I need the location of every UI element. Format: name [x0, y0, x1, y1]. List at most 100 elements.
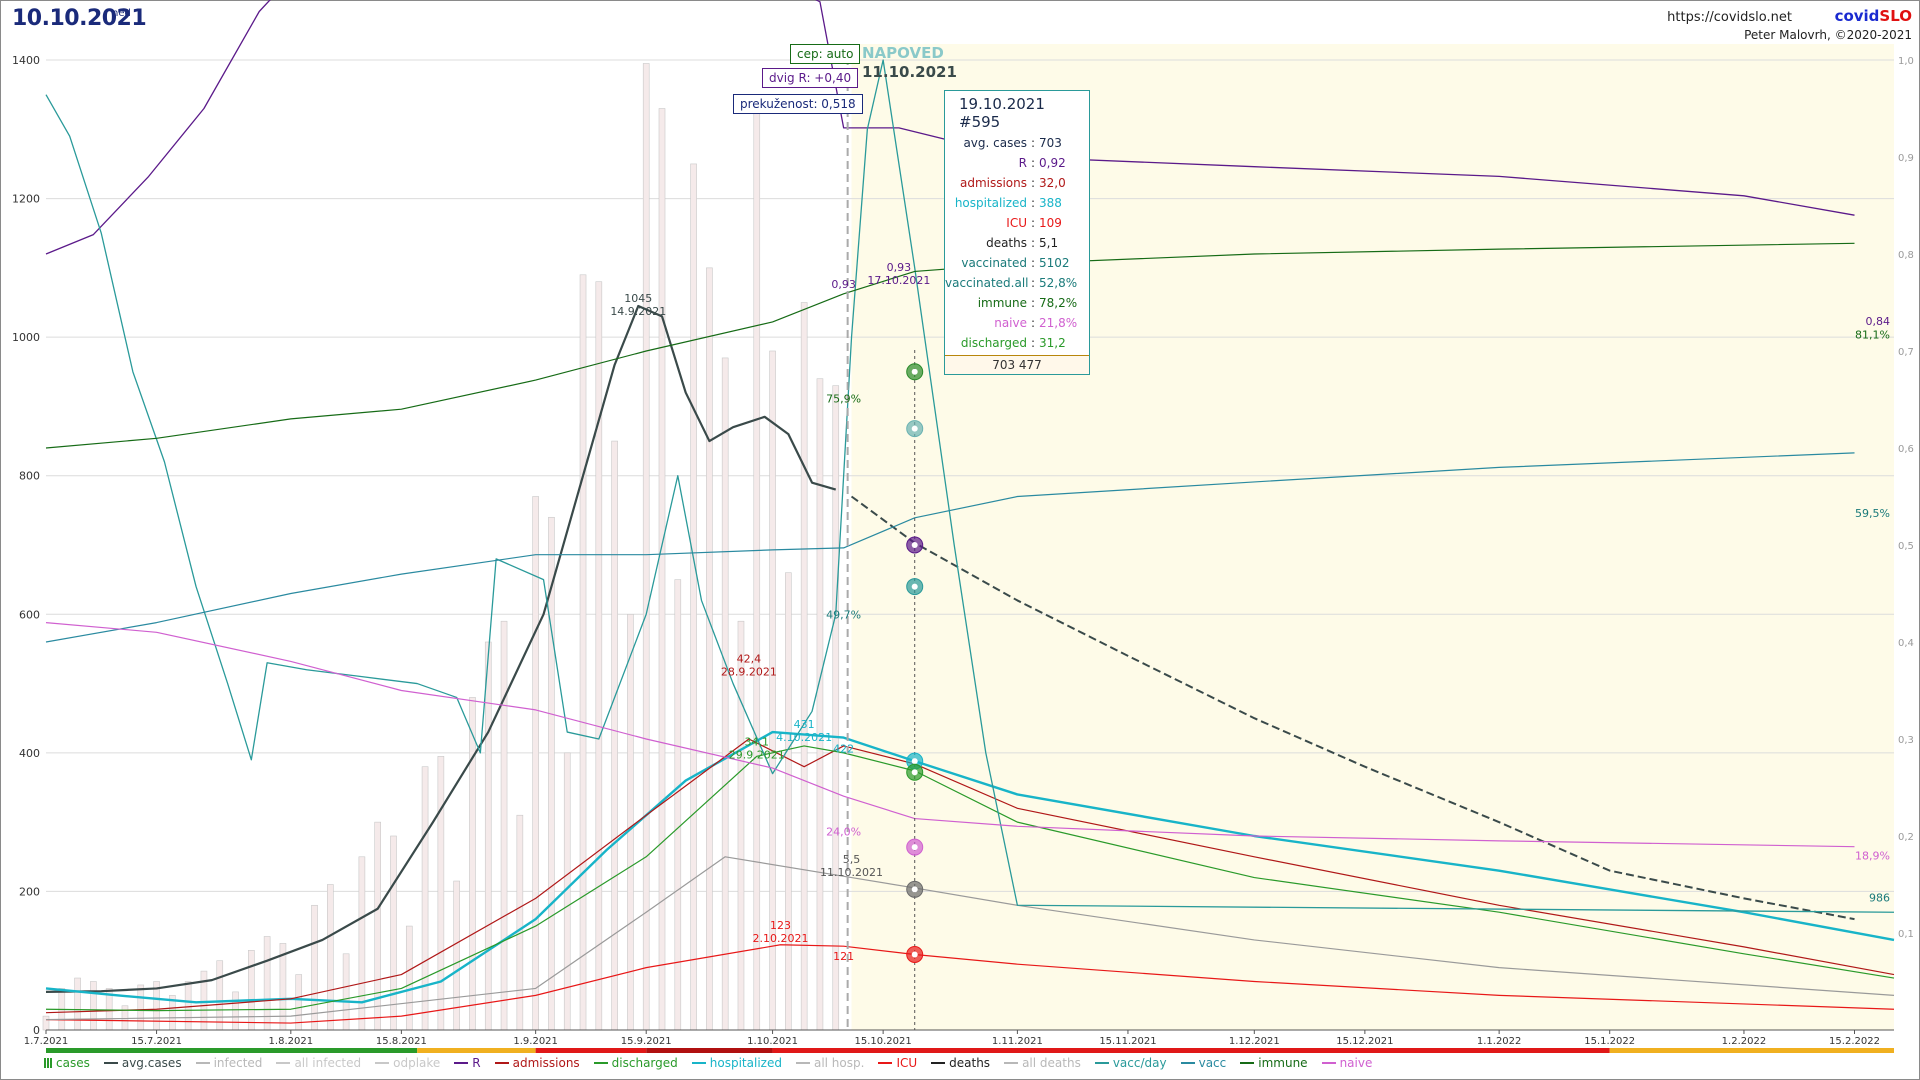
tooltip-marker-dot	[911, 583, 918, 590]
y-tick-label: 1200	[12, 193, 40, 206]
x-tick-label: 15.9.2021	[621, 1036, 672, 1047]
brand-part-1: covid	[1834, 7, 1880, 25]
tooltip-row: admissions:32,0	[945, 173, 1089, 193]
legend-label: R	[472, 1056, 481, 1070]
legend-item-naive[interactable]: naive	[1321, 1056, 1372, 1070]
annotation-value: 0,93	[831, 278, 856, 291]
legend-swatch	[691, 1062, 706, 1064]
tooltip-row: vaccinated.all:52,8%	[945, 273, 1089, 293]
phase-segment	[1609, 1048, 1894, 1053]
tooltip-row: ICU:109	[945, 213, 1089, 233]
legend-label: avg.cases	[121, 1056, 182, 1070]
y-tick-label: 800	[19, 470, 40, 483]
cases-bar	[690, 163, 697, 1031]
tooltip-row: naive:21,8%	[945, 313, 1089, 333]
legend: cases avg.cases infected all infected odplak…	[44, 1054, 1386, 1072]
legend-label: immune	[1258, 1056, 1308, 1070]
phase-segment	[417, 1048, 536, 1053]
tooltip-separator: :	[1031, 196, 1036, 210]
legend-item-discharged[interactable]: discharged	[593, 1056, 678, 1070]
cases-bar	[595, 281, 603, 1031]
legend-item-all-hosp-[interactable]: all hosp.	[795, 1056, 864, 1070]
legend-label: deaths	[949, 1056, 991, 1070]
legend-item-infected[interactable]: infected	[195, 1056, 263, 1070]
x-tick-label: 1.7.2021	[24, 1036, 69, 1047]
x-tick-label: 15.12.2021	[1336, 1036, 1393, 1047]
cases-bar	[469, 697, 476, 1031]
annotation-value: 75,9%	[826, 392, 861, 405]
legend-swatch	[454, 1062, 469, 1064]
tooltip-key: vaccinated.all	[945, 276, 1029, 290]
cep-control[interactable]: cep: auto	[790, 44, 861, 64]
tooltip-marker-dot	[911, 951, 918, 958]
y2-tick-label: 0,9	[1898, 153, 1914, 164]
legend-item-r[interactable]: R	[454, 1056, 481, 1070]
annotation-value: 49,7%	[826, 609, 861, 622]
annotation-value: 59,5%	[1855, 507, 1890, 520]
legend-item-all-deaths[interactable]: all deaths	[1004, 1056, 1081, 1070]
legend-label: odplake	[393, 1056, 441, 1070]
forecast-date: 11.10.2021	[862, 63, 957, 81]
brand-part-2: SLO	[1879, 7, 1912, 25]
annotation-value: 431	[794, 718, 815, 731]
cases-bar	[627, 613, 634, 1031]
tooltip-value: 52,8%	[1039, 276, 1078, 290]
tooltip-marker-dot	[911, 844, 918, 851]
legend-item-vacc[interactable]: vacc	[1180, 1056, 1226, 1070]
tooltip-key: naive	[994, 316, 1027, 330]
cases-bar	[74, 977, 81, 1031]
site-url[interactable]: https://covidslo.net	[1667, 10, 1792, 25]
x-tick-label: 1.8.2021	[269, 1036, 314, 1047]
y2-tick-label: 0,5	[1898, 541, 1914, 552]
series-discharged	[45, 745, 1895, 1012]
tooltip-footer: 703 477	[945, 355, 1089, 374]
tooltip-value: 109	[1039, 216, 1062, 230]
legend-item-icu[interactable]: ICU	[878, 1056, 917, 1070]
annotation-value: 121	[833, 950, 854, 963]
cases-bar	[753, 101, 761, 1031]
legend-item-immune[interactable]: immune	[1240, 1056, 1308, 1070]
legend-item-avg-cases[interactable]: avg.cases	[103, 1056, 182, 1070]
legend-swatch	[931, 1062, 946, 1064]
series-avg-cases-forecast	[850, 495, 1855, 921]
annotation-value: 42,4	[737, 652, 762, 665]
cases-bar	[327, 884, 334, 1031]
cases-bar	[248, 950, 255, 1031]
dvig-r-control[interactable]: dvig R: +0,40	[762, 68, 859, 88]
cases-bar	[785, 572, 792, 1031]
tooltip-row: discharged:31,2	[945, 333, 1089, 353]
tooltip-marker-dot	[911, 542, 918, 548]
tooltip-separator: :	[1031, 276, 1036, 290]
annotation-date: 28.9.2021	[721, 665, 777, 678]
tooltip-value: 0,92	[1039, 156, 1066, 170]
prekuzenost-control[interactable]: prekuženost: 0,518	[733, 94, 863, 114]
data-tooltip: 19.10.2021 #595 avg. cases:703 R:0,92 admi…	[944, 90, 1090, 375]
date-title: 10.10.2021	[12, 6, 147, 31]
tooltip-value: 5,1	[1039, 236, 1059, 250]
legend-item-odplake[interactable]: odplake	[375, 1056, 440, 1070]
x-tick-label: 15.8.2021	[376, 1036, 427, 1047]
legend-item-all-infected[interactable]: all infected	[276, 1056, 361, 1070]
tooltip-separator: :	[1031, 216, 1036, 230]
x-tick-label: 15.1.2022	[1584, 1036, 1635, 1047]
legend-label: infected	[213, 1056, 263, 1070]
cases-bar	[832, 385, 840, 1031]
legend-swatch	[878, 1062, 893, 1064]
legend-item-hospitalized[interactable]: hospitalized	[691, 1056, 782, 1070]
phase-segment	[646, 1048, 773, 1053]
tooltip-value: 388	[1039, 196, 1062, 210]
cases-bar	[421, 766, 429, 1031]
legend-item-cases[interactable]: cases	[44, 1056, 90, 1070]
legend-label: discharged	[611, 1056, 678, 1070]
cases-bar	[500, 620, 508, 1031]
legend-item-deaths[interactable]: deaths	[931, 1056, 990, 1070]
legend-swatch	[593, 1062, 608, 1064]
phase-segment	[46, 1048, 418, 1053]
legend-item-vacc-day[interactable]: vacc/day	[1094, 1056, 1167, 1070]
annotation-date: 29.9.2021	[729, 748, 785, 761]
tooltip-row: immune:78,2%	[945, 293, 1089, 313]
tooltip-markers	[906, 363, 924, 963]
legend-item-admissions[interactable]: admissions	[494, 1056, 580, 1070]
tooltip-separator: :	[1031, 136, 1036, 150]
legend-swatch	[276, 1062, 291, 1064]
